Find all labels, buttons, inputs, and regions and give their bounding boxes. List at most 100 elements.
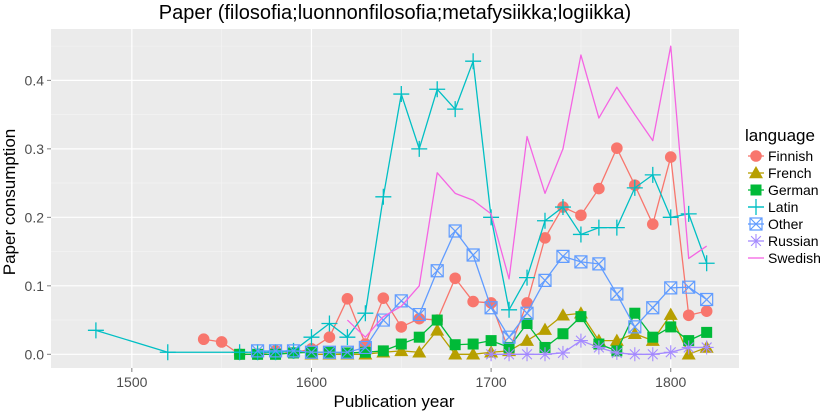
legend-title: language [745, 126, 815, 145]
legend-item-latin: Latin [748, 199, 798, 215]
legend-item-russian: Russian [748, 233, 819, 249]
data-point-latin [249, 344, 266, 361]
data-point-other [286, 344, 301, 358]
data-point-german [377, 345, 389, 357]
data-point-french [663, 307, 678, 320]
x-tick-label: 1600 [296, 374, 327, 390]
y-tick-label: 0.0 [25, 346, 45, 362]
data-point-german [701, 326, 713, 338]
data-point-russian [591, 340, 606, 355]
data-point-other [646, 301, 660, 315]
x-tick-label: 1700 [476, 374, 507, 390]
legend-key-marker-russian [749, 234, 763, 248]
data-point-russian [502, 347, 517, 362]
data-point-other [574, 255, 588, 269]
x-axis: 1500 1600 1700 1800 [116, 368, 687, 390]
data-point-other [394, 294, 408, 308]
data-point-russian [555, 345, 570, 360]
legend-label-french: French [768, 165, 812, 181]
data-point-french [430, 323, 445, 336]
legend-key-marker-french [749, 166, 763, 179]
data-point-russian [573, 333, 588, 348]
data-point-latin [231, 344, 248, 361]
data-point-finnish [700, 305, 713, 317]
data-point-german [395, 338, 407, 350]
data-point-german [485, 335, 497, 347]
data-point-french [466, 347, 481, 360]
data-point-latin [159, 344, 176, 361]
data-point-russian [627, 347, 642, 362]
data-point-latin [411, 140, 428, 157]
plot-area [51, 29, 739, 368]
data-point-other [484, 301, 498, 315]
data-point-finnish [341, 293, 354, 305]
data-point-latin [267, 344, 284, 361]
data-point-other [538, 273, 552, 287]
data-point-other [682, 280, 696, 294]
data-point-latin [644, 166, 661, 183]
data-point-latin [590, 219, 607, 236]
data-point-other [430, 264, 444, 278]
data-point-finnish [197, 333, 210, 346]
legend-key-marker-other [749, 217, 763, 231]
legend-key-marker-german [750, 184, 762, 196]
data-point-finnish [395, 321, 408, 333]
data-point-french [555, 308, 570, 321]
data-point-other [340, 345, 354, 359]
data-point-latin [608, 219, 625, 236]
data-point-other [268, 344, 283, 358]
x-tick-label: 1800 [655, 374, 686, 390]
data-point-latin [554, 199, 571, 216]
data-point-other [610, 287, 624, 301]
data-point-finnish [611, 142, 623, 154]
legend-label-russian: Russian [768, 233, 819, 249]
data-point-french [537, 322, 552, 335]
data-point-finnish [521, 297, 533, 309]
data-point-latin [303, 329, 320, 346]
data-point-other [412, 307, 426, 322]
data-point-finnish [215, 336, 228, 348]
legend-label-latin: Latin [768, 199, 798, 215]
data-point-latin [626, 179, 643, 196]
data-point-german [647, 331, 659, 343]
data-point-other [466, 248, 480, 262]
data-point-other [592, 257, 606, 271]
y-axis: 0.0 0.1 0.2 0.3 0.4 [25, 72, 51, 362]
legend-key-marker-latin [748, 199, 764, 215]
data-point-latin [339, 329, 356, 346]
data-point-latin [465, 53, 482, 70]
y-tick-label: 0.1 [25, 278, 45, 294]
data-point-latin [536, 212, 553, 229]
data-point-french [448, 347, 463, 360]
data-point-finnish [646, 218, 659, 230]
series-other [250, 224, 714, 359]
data-point-german [413, 331, 425, 343]
series-line-swedish [346, 45, 708, 338]
data-point-german [575, 311, 587, 323]
data-point-german [557, 328, 569, 340]
data-point-finnish [539, 232, 551, 244]
data-point-latin [483, 209, 500, 226]
data-point-french [412, 345, 427, 358]
legend-label-other: Other [768, 216, 803, 232]
y-tick-label: 0.3 [25, 141, 45, 157]
data-point-finnish [323, 331, 336, 343]
data-point-german [629, 307, 641, 319]
legend-label-german: German [768, 182, 819, 198]
y-tick-label: 0.4 [25, 72, 45, 88]
data-point-other [376, 313, 390, 327]
data-point-german [665, 321, 677, 333]
legend-item-french: French [748, 165, 812, 181]
series-russian [484, 333, 714, 362]
data-point-latin [87, 322, 104, 339]
data-point-finnish [575, 209, 587, 222]
data-point-russian [609, 345, 624, 360]
data-point-russian [663, 345, 678, 360]
data-point-finnish [449, 272, 461, 285]
legend-item-swedish: Swedish [748, 250, 821, 266]
data-point-other [502, 330, 516, 344]
data-point-other [700, 292, 714, 307]
data-point-other [448, 224, 462, 238]
series-swedish [346, 45, 708, 338]
